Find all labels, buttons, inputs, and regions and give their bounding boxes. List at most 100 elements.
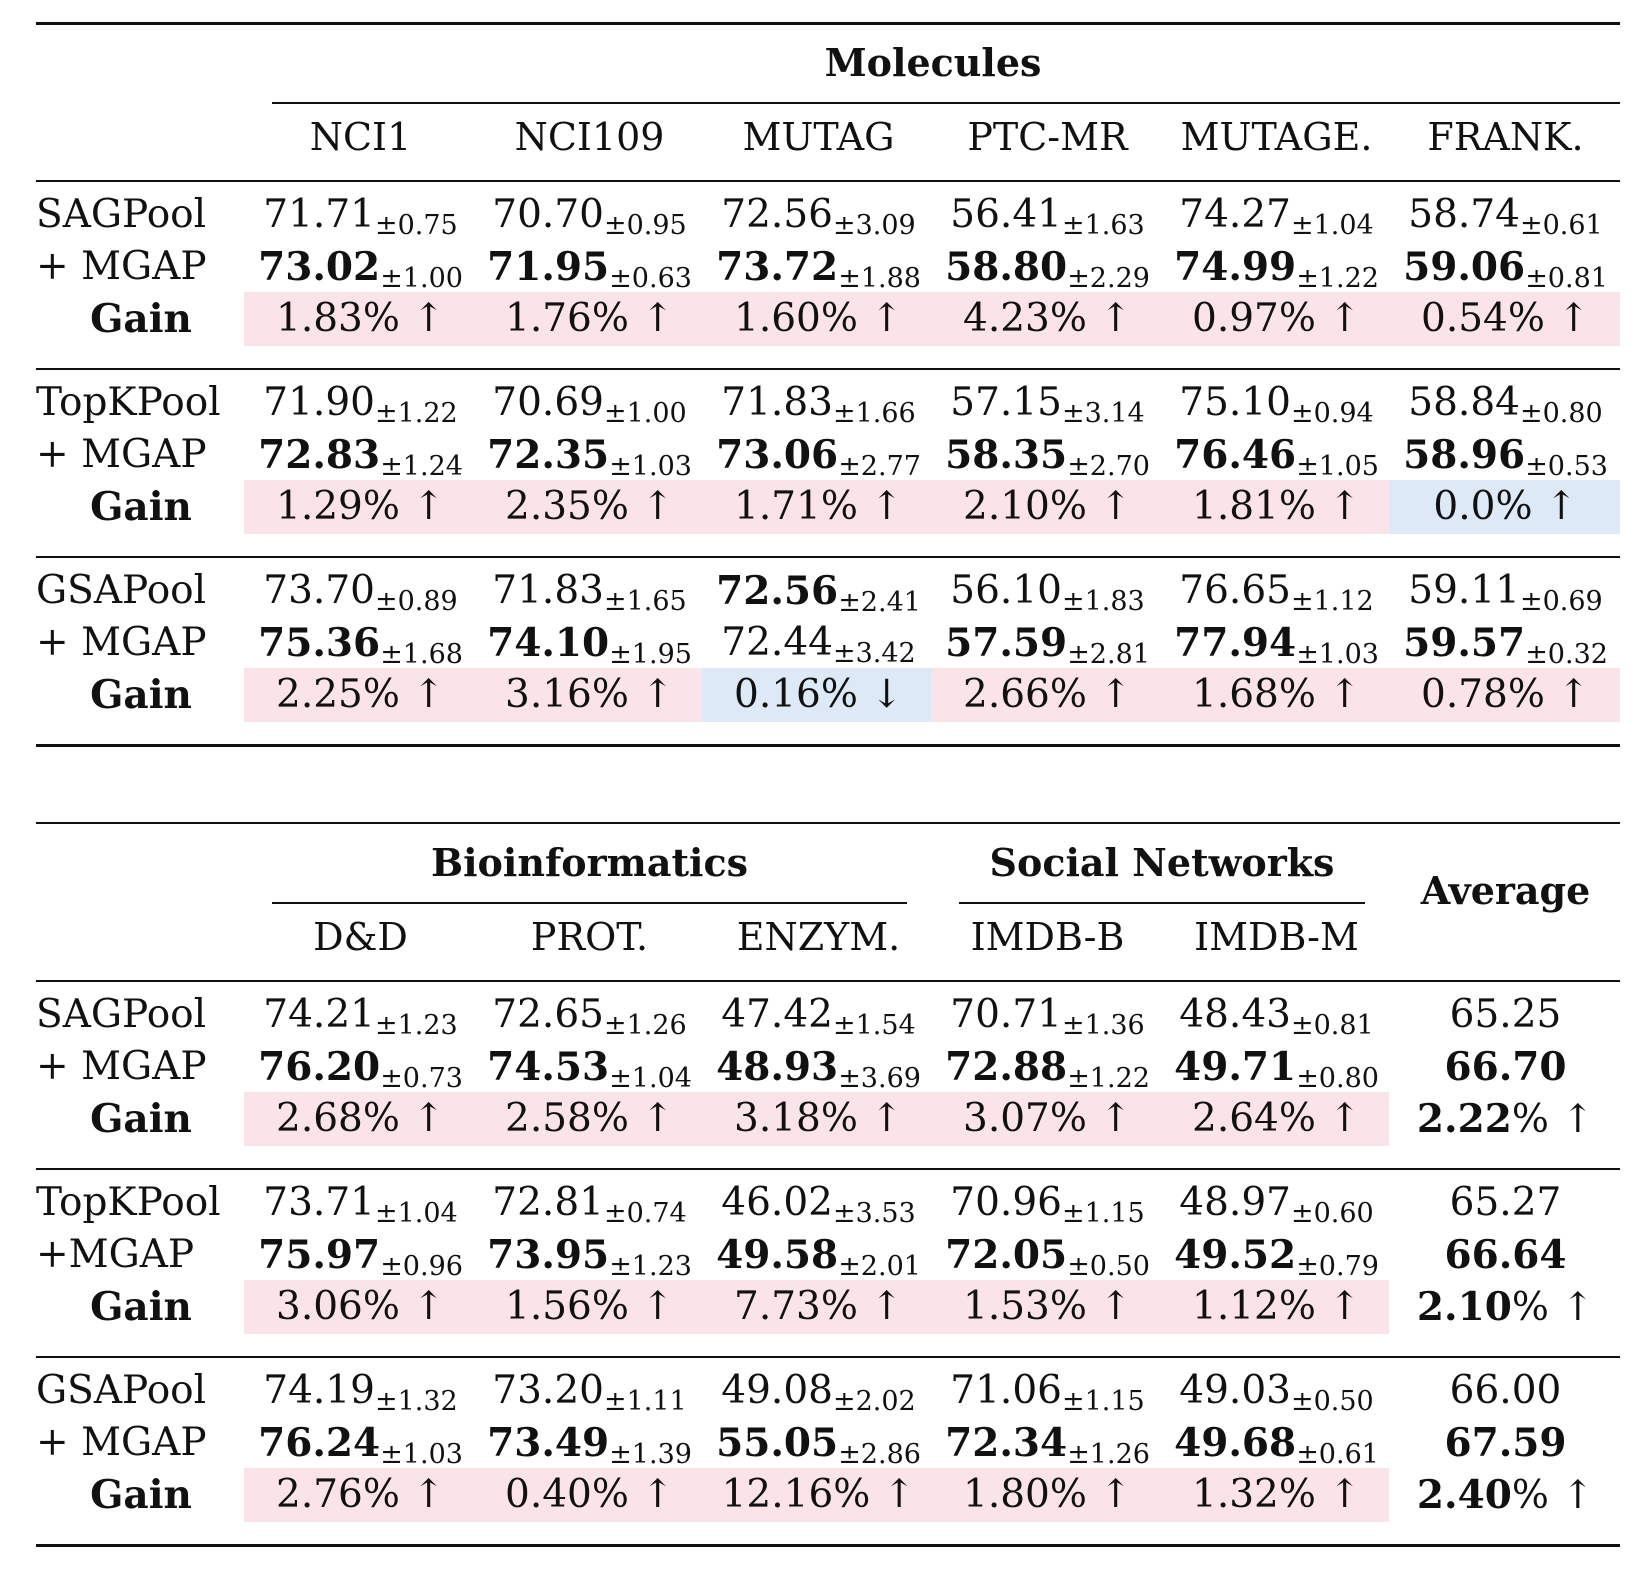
gain-highlight — [1160, 1092, 1389, 1146]
value-cell: 70.70±0.95 — [475, 188, 704, 242]
table-row-gain: Gain 2.68% ↑ 2.58% ↑ 3.18% ↑ 3.07% ↑ 2.64% ↑ 2… — [36, 1092, 1620, 1146]
std-value: ±3.09 — [832, 210, 916, 241]
average-value: 66.70 — [1391, 1040, 1620, 1094]
std-value: ±1.04 — [609, 1063, 692, 1094]
mean-value: 71.83 — [721, 380, 833, 425]
value-cell: 72.65±1.26 — [475, 988, 704, 1042]
gain-highlight — [473, 1468, 702, 1522]
value-cell: 74.53±1.04 — [475, 1040, 704, 1094]
value-cell: 58.80±2.29 — [933, 240, 1162, 294]
mean-value: 48.43 — [1179, 992, 1291, 1037]
method-label: TopKPool — [36, 380, 221, 425]
average-gain-number: 2.10 — [1416, 1284, 1512, 1330]
std-value: ±0.61 — [1296, 1439, 1379, 1470]
std-value: ±0.80 — [1519, 398, 1603, 429]
gain-value: 7.73% ↑ — [734, 1284, 903, 1329]
block-rule — [36, 1168, 1620, 1170]
std-value: ±0.94 — [1290, 398, 1374, 429]
gain-value: 2.64% ↑ — [1192, 1096, 1361, 1141]
value-cell: 71.83±1.66 — [704, 376, 933, 430]
gain-highlight — [473, 1092, 702, 1146]
mean-value: 56.41 — [950, 192, 1062, 237]
mean-value: 77.94 — [1174, 620, 1297, 666]
std-value: ±0.79 — [1296, 1251, 1379, 1282]
gain-highlight — [931, 1092, 1160, 1146]
mean-value: 73.49 — [487, 1420, 610, 1466]
mean-value: 48.93 — [716, 1044, 839, 1090]
method-label: TopKPool — [36, 1180, 221, 1225]
gain-highlight — [1389, 668, 1620, 722]
value-cell: 46.02±3.53 — [704, 1176, 933, 1230]
std-value: ±1.22 — [1296, 263, 1379, 294]
value-cell: 49.52±0.79 — [1162, 1228, 1391, 1282]
gain-label: Gain — [90, 1472, 192, 1518]
std-value: ±1.54 — [832, 1010, 916, 1041]
std-value: ±0.96 — [380, 1251, 463, 1282]
table-row-gsapool: GSAPool 73.70±0.89 71.83±1.65 72.56±2.41 56.… — [36, 564, 1620, 618]
std-value: ±0.81 — [1290, 1010, 1374, 1041]
table-row-gsapool: GSAPool 74.19±1.32 73.20±1.11 49.08±2.02 71.… — [36, 1364, 1620, 1418]
gain-value: 1.81% ↑ — [1192, 484, 1361, 529]
mean-value: 59.57 — [1403, 620, 1526, 666]
value-cell: 47.42±1.54 — [704, 988, 933, 1042]
average-gain-suffix: % ↑ — [1511, 1285, 1595, 1330]
std-value: ±1.03 — [609, 451, 692, 482]
average-gain-number: 2.22 — [1416, 1096, 1512, 1142]
mean-value: 58.80 — [945, 244, 1068, 290]
average-mean: 66.70 — [1444, 1044, 1567, 1090]
col-header-proteins: PROT. — [530, 915, 649, 959]
value-cell: 76.46±1.05 — [1162, 428, 1391, 482]
gain-value: 1.71% ↑ — [734, 484, 903, 529]
method-label: GSAPool — [36, 1368, 207, 1413]
gain-highlight — [473, 292, 702, 346]
average-value: 66.64 — [1391, 1228, 1620, 1282]
std-value: ±1.22 — [374, 398, 458, 429]
cmidrule-molecules — [272, 102, 1620, 104]
mean-value: 72.56 — [721, 192, 833, 237]
gain-highlight — [1160, 292, 1389, 346]
mean-value: 58.96 — [1403, 432, 1526, 478]
col-header-frankenstein: FRANK. — [1427, 115, 1584, 159]
gain-value: 1.76% ↑ — [505, 296, 674, 341]
std-value: ±1.22 — [1067, 1063, 1150, 1094]
std-value: ±0.95 — [603, 210, 687, 241]
value-cell: 59.57±0.32 — [1391, 616, 1620, 670]
gain-label: Gain — [90, 1096, 192, 1142]
value-cell: 70.71±1.36 — [933, 988, 1162, 1042]
col-header-imdb-b: IMDB-B — [970, 915, 1125, 959]
gain-label: Gain — [90, 1284, 192, 1330]
col-header-mutagenicity: MUTAGE. — [1180, 115, 1373, 159]
table-row-mgap: + MGAP 73.02±1.00 71.95±0.63 73.72±1.88 58.8… — [36, 240, 1620, 294]
gain-highlight — [931, 1280, 1160, 1334]
mean-value: 71.90 — [263, 380, 375, 425]
gain-value: 3.16% ↑ — [505, 672, 674, 717]
average-gain: 2.10% ↑ — [1391, 1280, 1620, 1334]
col-header-nci109: NCI109 — [514, 115, 665, 159]
value-cell: 73.06±2.77 — [704, 428, 933, 482]
mean-value: 70.96 — [950, 1180, 1062, 1225]
gain-highlight — [1160, 1280, 1389, 1334]
value-cell: 56.10±1.83 — [933, 564, 1162, 618]
gain-highlight — [244, 292, 473, 346]
group-header-molecules: Molecules — [824, 40, 1042, 85]
gain-highlight — [1389, 480, 1620, 534]
value-cell: 56.41±1.63 — [933, 188, 1162, 242]
std-value: ±2.02 — [832, 1386, 916, 1417]
std-value: ±3.53 — [832, 1198, 916, 1229]
col-header-imdb-m: IMDB-M — [1194, 915, 1359, 959]
value-cell: 57.59±2.81 — [933, 616, 1162, 670]
bottom-rule — [36, 744, 1620, 747]
std-value: ±0.73 — [380, 1063, 463, 1094]
value-cell: 58.96±0.53 — [1391, 428, 1620, 482]
gain-value: 0.54% ↑ — [1421, 296, 1590, 341]
std-value: ±1.65 — [603, 586, 687, 617]
std-value: ±1.26 — [1067, 1439, 1150, 1470]
table-row-mgap: + MGAP 76.20±0.73 74.53±1.04 48.93±3.69 72.8… — [36, 1040, 1620, 1094]
mean-value: 49.08 — [721, 1368, 833, 1413]
header-rule — [36, 980, 1620, 982]
value-cell: 75.36±1.68 — [246, 616, 475, 670]
value-cell: 74.21±1.23 — [246, 988, 475, 1042]
std-value: ±1.26 — [603, 1010, 687, 1041]
average-value: 65.27 — [1449, 1180, 1562, 1225]
gain-value: 1.29% ↑ — [276, 484, 445, 529]
